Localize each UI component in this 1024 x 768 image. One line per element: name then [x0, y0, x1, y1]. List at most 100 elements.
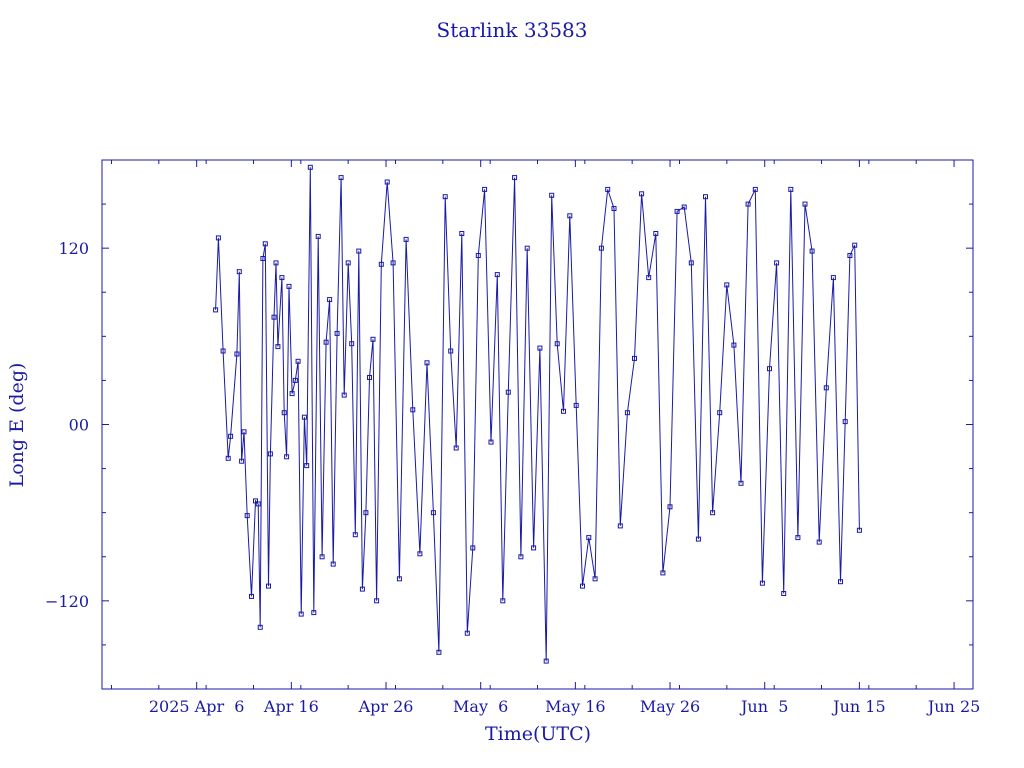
- data-point: [724, 282, 730, 288]
- data-point: [292, 377, 298, 383]
- data-point: [611, 206, 617, 211]
- data-point: [213, 307, 219, 313]
- y-axis-label: Long E (deg): [6, 363, 28, 488]
- data-point: [660, 570, 666, 576]
- data-point: [370, 336, 376, 342]
- data-point: [524, 245, 530, 251]
- y-tick-label: 120: [58, 239, 89, 258]
- data-point: [598, 245, 604, 251]
- data-point: [459, 231, 465, 236]
- data-point: [470, 545, 476, 551]
- data-point: [646, 275, 652, 281]
- x-tick-label: May 6: [453, 697, 508, 716]
- chart-title: Starlink 33583: [437, 18, 588, 42]
- data-point: [307, 164, 313, 170]
- data-point: [334, 330, 340, 336]
- series-line: [215, 167, 860, 662]
- data-point: [586, 535, 592, 541]
- data-point: [341, 392, 347, 398]
- data-point: [236, 269, 242, 275]
- data-point: [359, 586, 365, 592]
- data-point: [823, 385, 829, 391]
- data-point: [767, 366, 772, 372]
- data-point: [830, 275, 836, 281]
- data-point: [512, 175, 518, 181]
- data-point: [464, 630, 470, 636]
- data-point: [482, 186, 488, 192]
- data-point: [239, 458, 245, 464]
- data-point: [674, 208, 680, 214]
- data-point: [244, 513, 250, 519]
- x-tick-label: Jun 15: [831, 697, 885, 716]
- data-point: [271, 314, 277, 320]
- data-point: [315, 233, 321, 239]
- data-point: [241, 429, 247, 435]
- x-tick-label: May 26: [640, 697, 700, 716]
- data-point: [279, 275, 285, 281]
- x-axis-label: Time(UTC): [485, 723, 591, 745]
- data-point: [852, 242, 858, 248]
- data-point: [505, 389, 511, 395]
- data-point: [234, 351, 240, 357]
- data-point: [731, 342, 737, 348]
- data-point: [802, 201, 808, 207]
- data-point: [573, 402, 579, 408]
- data-point: [273, 260, 279, 266]
- axis-ticks: 2025 Apr 6 Apr 16 Apr 26 May 6 May 16 May 26 J…: [45, 160, 980, 716]
- data-point: [617, 523, 623, 529]
- data-point: [327, 297, 333, 303]
- data-point: [225, 455, 231, 461]
- data-point: [531, 545, 537, 551]
- data-point: [298, 611, 304, 617]
- data-point: [752, 186, 758, 192]
- data-point: [356, 248, 362, 254]
- data-point: [215, 235, 221, 241]
- x-tick-label: Jun 25: [926, 697, 980, 716]
- data-point: [330, 561, 336, 567]
- data-point: [436, 649, 442, 655]
- data-point: [745, 201, 751, 207]
- data-point: [624, 410, 630, 416]
- data-point: [847, 253, 853, 258]
- data-point: [639, 191, 645, 197]
- data-point: [816, 539, 822, 545]
- data-point: [788, 186, 794, 192]
- data-point: [367, 375, 372, 380]
- data-point: [345, 260, 351, 266]
- data-point: [286, 283, 292, 289]
- data-point: [717, 410, 723, 416]
- x-tick-label: May 16: [545, 697, 605, 716]
- data-point: [543, 658, 549, 664]
- data-point: [605, 186, 611, 192]
- data-point: [257, 624, 263, 630]
- data-point: [688, 260, 694, 266]
- data-point: [304, 463, 310, 469]
- x-tick-label: Apr 26: [358, 697, 414, 716]
- data-point: [249, 593, 254, 599]
- x-tick-label: Apr 16: [263, 697, 319, 716]
- data-point: [396, 576, 402, 582]
- data-point: [378, 261, 384, 267]
- data-point: [228, 433, 234, 439]
- data-point: [703, 194, 708, 200]
- data-point: [759, 580, 765, 586]
- data-point: [319, 554, 325, 560]
- data-point: [323, 339, 329, 345]
- data-point: [338, 175, 344, 181]
- plot-frame: [101, 159, 974, 690]
- data-point: [838, 579, 843, 585]
- x-tick-label: Jun 5: [739, 697, 788, 716]
- data-point: [795, 535, 801, 541]
- data-point: [561, 408, 566, 414]
- data-point: [289, 391, 295, 397]
- data-point: [667, 504, 673, 510]
- data-point: [281, 410, 287, 416]
- y-tick-label: −120: [45, 592, 89, 611]
- data-point: [549, 192, 555, 198]
- data-point: [253, 498, 258, 504]
- data-point: [500, 598, 506, 604]
- data-point: [417, 551, 423, 557]
- data-point: [374, 598, 380, 604]
- data-point: [275, 344, 281, 350]
